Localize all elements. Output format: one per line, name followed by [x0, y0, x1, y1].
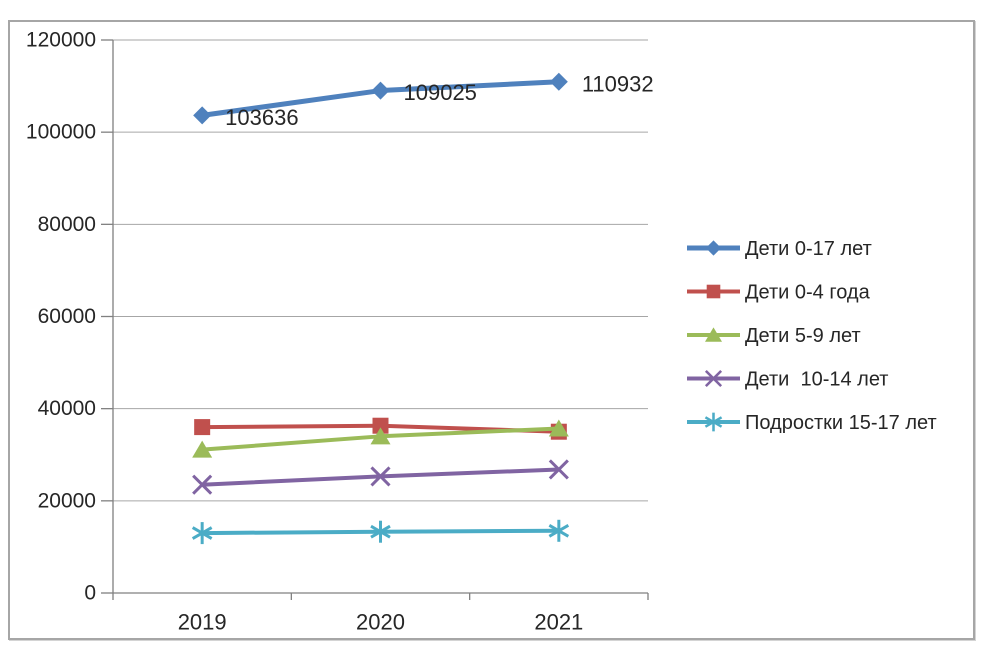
series-3-marker	[548, 459, 569, 480]
legend-label: Дети 10-14 лет	[745, 369, 888, 391]
y-axis-tick-label: 20000	[38, 489, 96, 512]
x-marker-shape	[370, 466, 391, 487]
series-2-marker	[370, 427, 391, 445]
y-axis-tick-label: 80000	[38, 213, 96, 236]
legend-swatch-marker	[706, 284, 721, 299]
data-label: 110932	[582, 71, 654, 96]
x-axis-tick-label: 2021	[534, 610, 583, 635]
asterisk-marker-shape	[548, 523, 570, 538]
series-1-marker	[194, 419, 211, 436]
legend-item: Подростки 15-17 лет	[687, 412, 937, 434]
x-marker-shape	[548, 459, 569, 480]
series-4-marker	[191, 522, 213, 545]
y-axis-tick-label: 0	[84, 582, 96, 605]
series-4-marker	[548, 519, 570, 542]
y-axis-tick-label: 120000	[26, 29, 96, 52]
diamond-marker-shape	[705, 240, 722, 256]
chart-frame	[8, 20, 975, 640]
x-marker-shape	[704, 369, 723, 388]
data-label: 103636	[225, 105, 298, 130]
legend-swatch-marker	[705, 240, 722, 256]
legend-label: Дети 5-9 лет	[745, 325, 861, 347]
series-1-marker	[372, 417, 389, 434]
legend-item: Дети 10-14 лет	[687, 369, 888, 391]
series-2-marker	[192, 440, 213, 458]
diamond-marker-shape	[549, 72, 568, 91]
legend-swatch-marker	[705, 327, 722, 342]
legend-label: Подростки 15-17 лет	[745, 412, 937, 434]
triangle-marker-shape	[548, 419, 569, 437]
legend-swatch-marker	[704, 412, 723, 432]
series-2-marker	[548, 419, 569, 437]
series-0-marker	[193, 106, 212, 125]
legend-item: Дети 0-17 лет	[687, 238, 872, 260]
diamond-marker-shape	[193, 106, 212, 125]
series-4-marker	[370, 520, 391, 543]
asterisk-marker-shape	[704, 416, 723, 428]
legend-item: Дети 0-4 года	[687, 282, 871, 304]
square-marker-shape	[372, 417, 389, 434]
data-label: 109025	[404, 80, 477, 105]
asterisk-marker-shape	[191, 526, 213, 540]
y-axis-tick-label: 40000	[38, 397, 96, 420]
square-marker-shape	[706, 284, 721, 299]
chart-legend: Дети 0-17 лет Дети 0-4 года Дети 5-9 лет Де…	[687, 238, 937, 434]
legend-item: Дети 5-9 лет	[687, 325, 861, 347]
y-axis-tick-label: 60000	[38, 305, 96, 328]
triangle-marker-shape	[192, 440, 213, 458]
series-0-marker	[549, 72, 568, 91]
triangle-marker-shape	[370, 427, 391, 445]
x-marker-shape	[192, 474, 213, 495]
series-0-marker	[371, 81, 390, 100]
legend-swatch-marker	[704, 369, 723, 388]
x-axis-tick-label: 2020	[356, 610, 405, 635]
legend-label: Дети 0-4 года	[745, 282, 871, 304]
series-3-marker	[370, 466, 391, 487]
triangle-marker-shape	[705, 327, 722, 342]
series-3-marker	[192, 474, 213, 495]
x-axis-tick-label: 2019	[178, 610, 227, 635]
asterisk-marker-shape	[370, 524, 391, 539]
square-marker-shape	[194, 419, 211, 436]
diamond-marker-shape	[371, 81, 390, 100]
legend-label: Дети 0-17 лет	[745, 238, 872, 260]
y-axis-tick-label: 100000	[26, 121, 96, 144]
